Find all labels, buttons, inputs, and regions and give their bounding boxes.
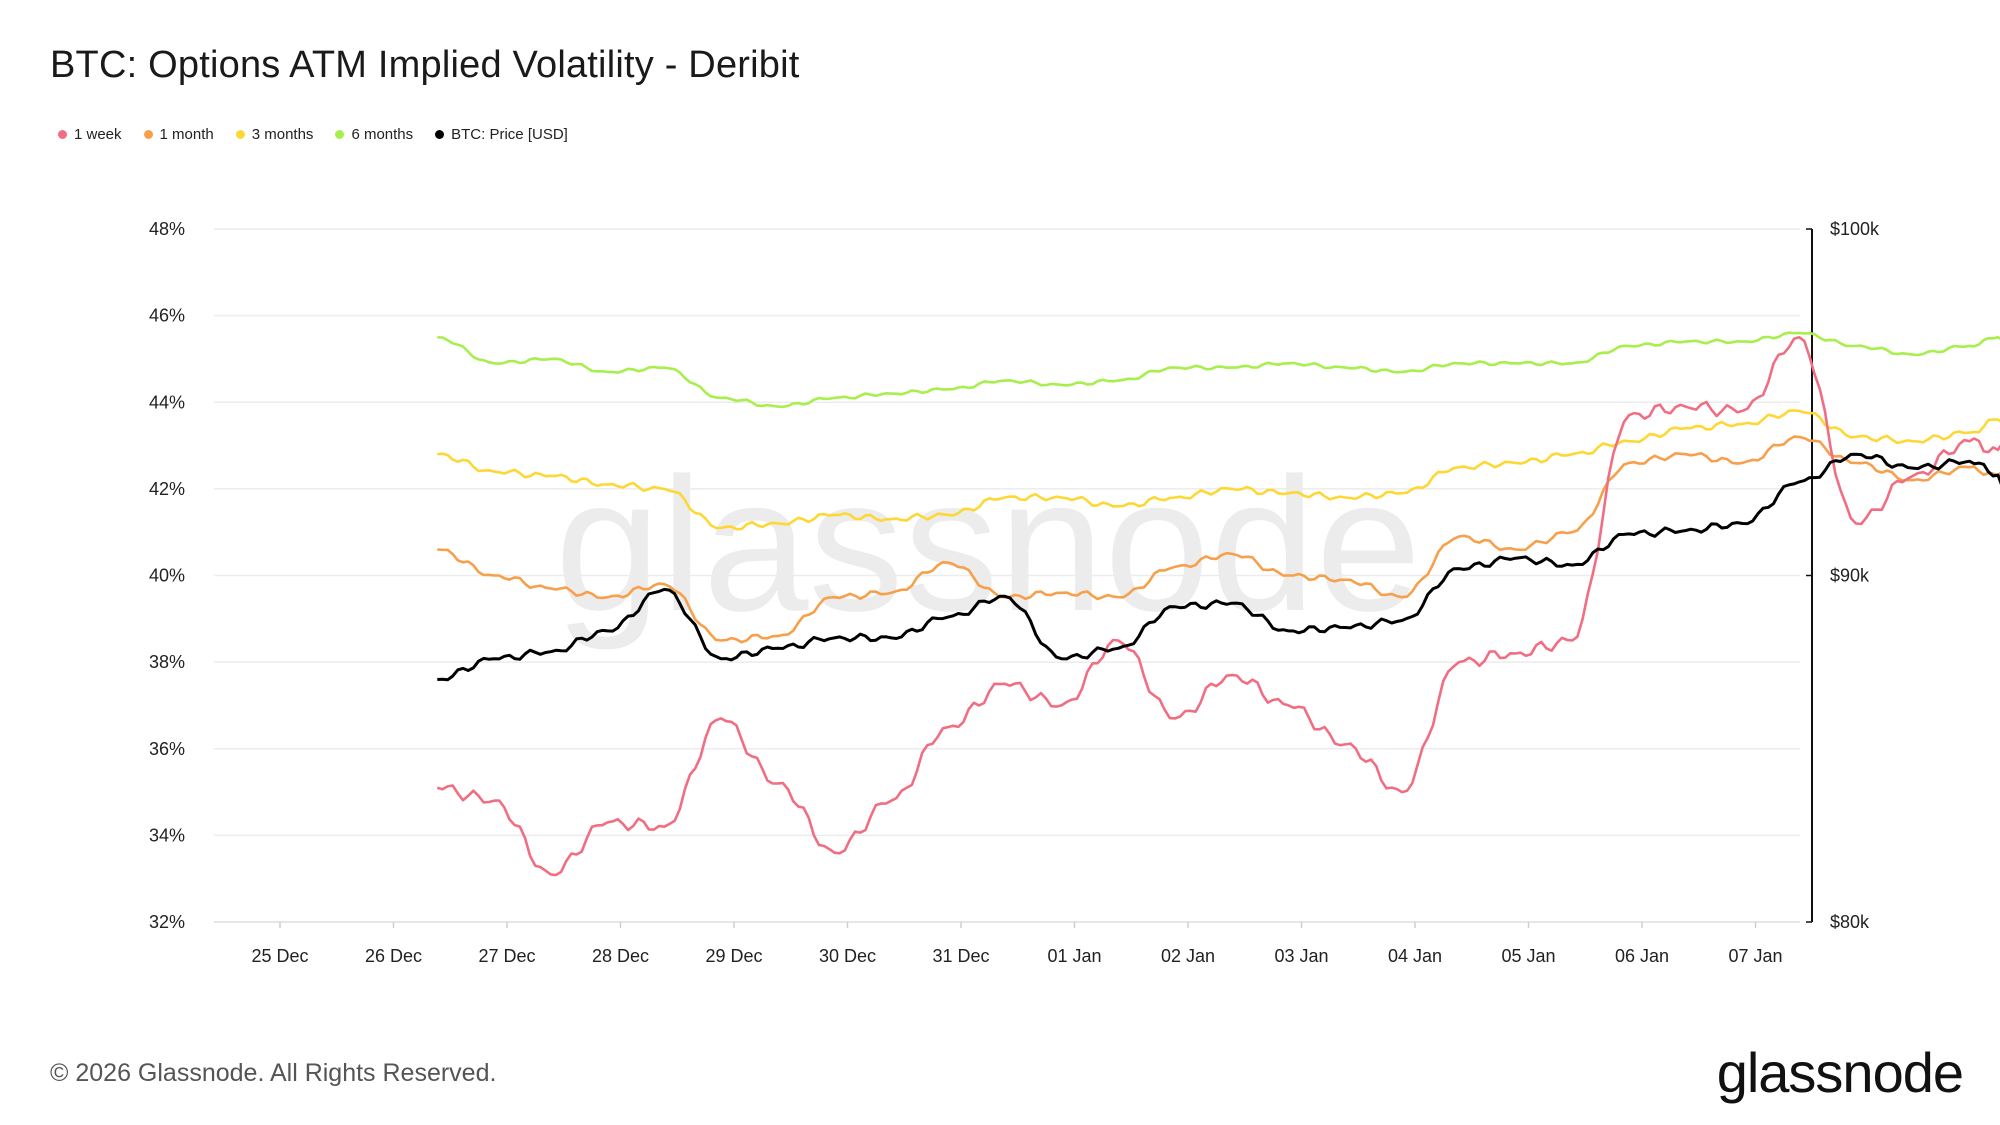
x-tick-8: 02 Jan — [1161, 946, 1215, 966]
y-tick-left-48: 48% — [149, 219, 185, 239]
x-tick-1: 26 Dec — [365, 946, 422, 966]
x-tick-12: 06 Jan — [1615, 946, 1669, 966]
x-tick-10: 04 Jan — [1388, 946, 1442, 966]
x-tick-0: 25 Dec — [251, 946, 308, 966]
legend-label-1-week: 1 week — [74, 126, 122, 143]
y-axis-left: 32% 34% 36% 38% 40% 42% 44% 46% 48% — [149, 219, 185, 932]
x-tick-13: 07 Jan — [1728, 946, 1782, 966]
series-line-1-month — [437, 435, 2000, 644]
x-tick-11: 05 Jan — [1501, 946, 1555, 966]
y-tick-right-0: $80k — [1830, 912, 1870, 932]
chart-title: BTC: Options ATM Implied Volatility - De… — [50, 44, 800, 86]
y-tick-right-2: $100k — [1830, 219, 1880, 239]
legend-label-btc-price: BTC: Price [USD] — [451, 126, 568, 143]
legend-item-btc-price[interactable]: BTC: Price [USD] — [435, 126, 568, 143]
y-tick-right-1: $90k — [1830, 566, 1870, 586]
legend-swatch-1-week — [58, 130, 67, 139]
y-axis-right: $80k $90k $100k — [1806, 219, 1880, 932]
legend-swatch-3-months — [235, 130, 245, 139]
copyright-text: © 2026 Glassnode. All Rights Reserved. — [50, 1059, 497, 1087]
y-tick-left-32: 32% — [149, 912, 185, 932]
series-lines — [436, 331, 2000, 877]
x-tick-3: 28 Dec — [592, 946, 649, 966]
y-tick-left-36: 36% — [149, 739, 185, 759]
legend-item-3-months[interactable]: 3 months — [235, 126, 314, 143]
legend-label-1-month: 1 month — [159, 126, 214, 143]
x-tick-7: 01 Jan — [1047, 946, 1101, 966]
x-tick-4: 29 Dec — [705, 946, 762, 966]
y-tick-left-34: 34% — [149, 825, 185, 845]
y-tick-left-42: 42% — [149, 479, 185, 499]
legend-swatch-6-months — [335, 130, 345, 139]
legend-swatch-1-month — [143, 130, 153, 139]
glassnode-logo: glassnode — [1716, 1041, 1964, 1104]
x-tick-6: 31 Dec — [932, 946, 989, 966]
x-tick-2: 27 Dec — [478, 946, 535, 966]
y-tick-left-40: 40% — [149, 566, 185, 586]
legend-label-3-months: 3 months — [251, 126, 314, 143]
series-line-1-week — [436, 336, 2000, 877]
legend-swatch-btc-price — [435, 130, 445, 139]
y-tick-left-46: 46% — [149, 306, 185, 326]
watermark-text: glassnode — [555, 439, 1421, 651]
legend-label-6-months: 6 months — [351, 126, 414, 143]
y-tick-left-38: 38% — [149, 652, 185, 672]
legend-item-1-month[interactable]: 1 month — [143, 126, 214, 143]
series-line-6-months — [437, 331, 2000, 409]
x-tick-5: 30 Dec — [819, 946, 876, 966]
x-axis: 25 Dec 26 Dec 27 Dec 28 Dec 29 Dec 30 Dec 31 D… — [251, 922, 1783, 966]
y-tick-left-44: 44% — [149, 392, 185, 412]
x-tick-9: 03 Jan — [1274, 946, 1328, 966]
grid-lines — [214, 228, 1800, 923]
legend-item-6-months[interactable]: 6 months — [335, 126, 413, 143]
legend-item-1-week[interactable]: 1 week — [58, 126, 122, 143]
series-line-btc-price-usd — [437, 452, 2000, 682]
chart-legend: 1 week 1 month 3 months 6 months BTC: Pr… — [58, 126, 568, 143]
series-line-3-months — [437, 409, 2000, 531]
